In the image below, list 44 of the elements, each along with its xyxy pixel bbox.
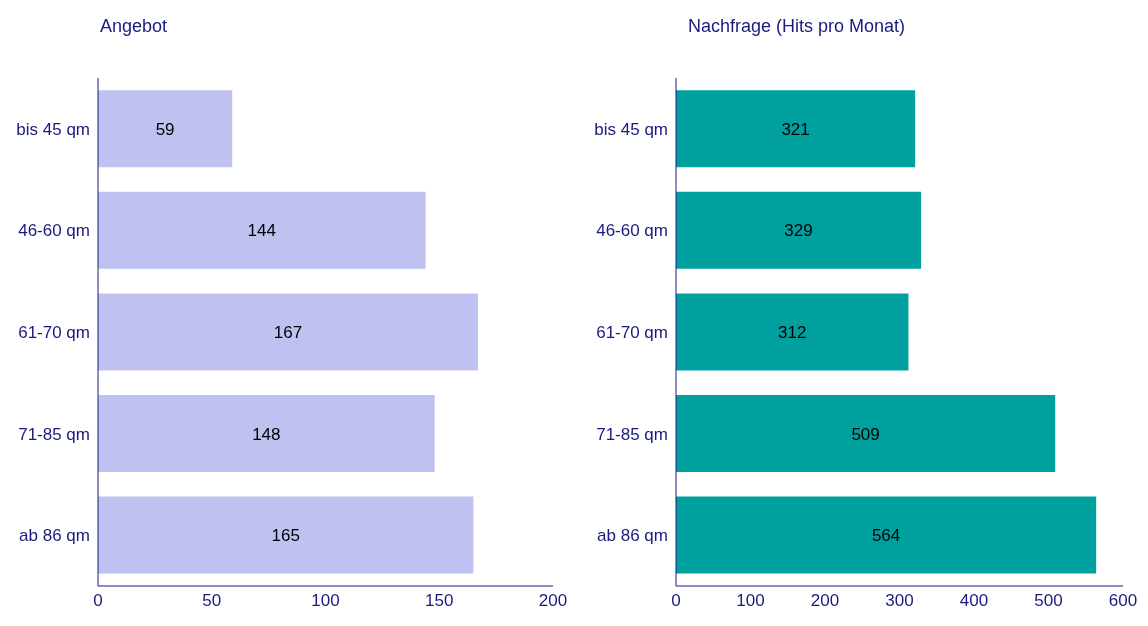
bar [676,496,1097,574]
bar [98,496,474,574]
y-tick-label: 71-85 qm [18,424,90,444]
chart-title: Nachfrage (Hits pro Monat) [688,16,906,37]
x-tick-label: 100 [311,591,340,611]
x-tick-label: 150 [425,591,454,611]
y-tick-label: 71-85 qm [596,424,668,444]
y-tick-label: 46-60 qm [596,221,668,241]
bar [98,90,233,168]
chart-title: Angebot [100,16,168,37]
x-tick-label: 200 [538,591,568,611]
data-label: 312 [778,322,807,342]
data-label: 165 [271,526,300,546]
x-tick-label: 0 [671,591,681,611]
x-tick-label: 500 [1034,591,1063,611]
y-tick-label: bis 45 qm [594,119,668,139]
bar [676,90,916,168]
x-tick-label: 300 [885,591,914,611]
x-tick-label: 100 [736,591,765,611]
x-tick-label: 200 [810,591,840,611]
data-label: 509 [851,424,880,444]
x-tick-label: 600 [1108,591,1138,611]
y-tick-label: 61-70 qm [596,323,668,343]
x-tick-label: 0 [93,591,103,611]
data-label: 144 [247,221,276,241]
data-label: 564 [871,526,901,546]
y-tick-label: ab 86 qm [597,526,668,546]
data-label: 329 [784,221,813,241]
x-tick-label: 400 [959,591,989,611]
y-tick-label: 46-60 qm [18,221,90,241]
data-label: 321 [781,119,810,139]
bar [98,191,426,269]
y-tick-label: bis 45 qm [16,119,90,139]
y-tick-label: ab 86 qm [19,526,90,546]
bar [98,293,478,371]
data-label: 59 [155,119,175,139]
bar [676,293,909,371]
data-label: 148 [252,424,281,444]
x-tick-label: 50 [202,591,222,611]
data-label: 167 [273,322,303,342]
bar [676,191,922,269]
bar [98,394,435,472]
y-tick-label: 61-70 qm [18,323,90,343]
bar [676,394,1056,472]
